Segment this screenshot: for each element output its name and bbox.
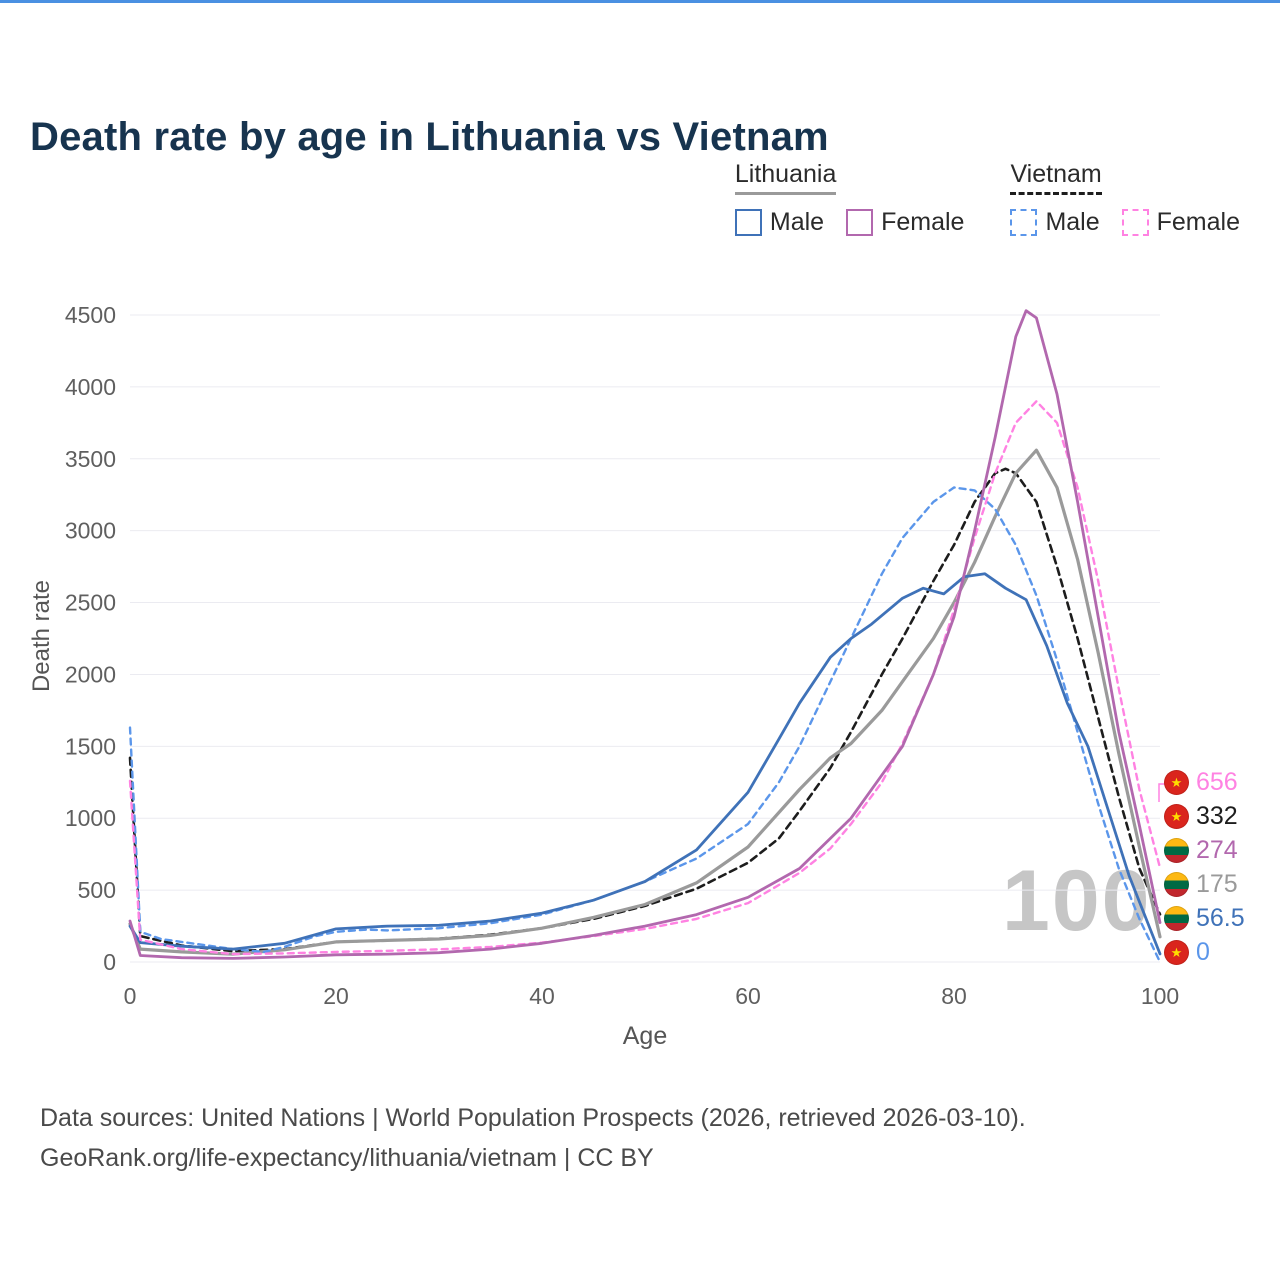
endpoint-labels-panel: ★ 656 ★ 332 274 175 56.5 ★ 0 xyxy=(1164,768,1245,966)
series-lt_male xyxy=(128,572,1162,956)
y-tick-label: 0 xyxy=(103,949,116,975)
legend-item-vietnam-male[interactable]: Male xyxy=(1010,208,1100,237)
endpoint-value: 332 xyxy=(1196,802,1238,830)
y-tick-label: 500 xyxy=(78,877,116,903)
legend-label-vietnam-female: Female xyxy=(1156,208,1240,236)
endpoint-value: 656 xyxy=(1196,768,1238,796)
legend-items-vietnam: Male Female xyxy=(1010,208,1240,237)
series-lt_female xyxy=(128,309,1162,960)
legend-item-lithuania-female[interactable]: Female xyxy=(846,208,964,237)
lithuania-male-line-swatch-icon xyxy=(734,209,762,236)
y-tick-label: 2500 xyxy=(65,590,116,616)
lithuania-flag-icon xyxy=(1164,838,1189,863)
endpoint-label-row: 56.5 xyxy=(1164,904,1245,932)
legend-label-lithuania-male: Male xyxy=(769,208,825,236)
legend-group-lithuania: Lithuania Male Female xyxy=(734,160,964,237)
x-tick-label: 40 xyxy=(529,983,555,1009)
hover-age-watermark: 100 xyxy=(1002,853,1152,949)
x-tick-label: 100 xyxy=(1141,983,1179,1009)
x-tick-label: 80 xyxy=(941,983,967,1009)
endpoint-value: 175 xyxy=(1196,870,1238,898)
attribution-line: GeoRank.org/life-expectancy/lithuania/vi… xyxy=(40,1144,654,1172)
endpoint-label-row: ★ 0 xyxy=(1164,938,1245,966)
y-tick-label: 3000 xyxy=(65,518,116,544)
legend-item-vietnam-female[interactable]: Female xyxy=(1121,208,1240,237)
legend-title-vietnam[interactable]: Vietnam xyxy=(1010,160,1102,195)
vietnam-flag-icon: ★ xyxy=(1164,804,1189,829)
y-tick-label: 2000 xyxy=(65,661,116,687)
footer: Data sources: United Nations | World Pop… xyxy=(40,1098,1026,1178)
y-tick-label: 3500 xyxy=(65,446,116,472)
series-vn_male xyxy=(128,486,1162,964)
vietnam-flag-icon: ★ xyxy=(1164,770,1189,795)
vietnam-flag-icon: ★ xyxy=(1164,940,1189,965)
endpoint-value: 0 xyxy=(1196,938,1210,966)
x-tick-label: 20 xyxy=(323,983,349,1009)
series-vn_female xyxy=(128,400,1162,956)
endpoint-label-row: ★ 332 xyxy=(1164,802,1245,830)
data-sources-line: Data sources: United Nations | World Pop… xyxy=(40,1104,1026,1132)
endpoint-label-row: 175 xyxy=(1164,870,1245,898)
vietnam-female-line-swatch-icon xyxy=(1121,209,1149,236)
endpoint-value: 274 xyxy=(1196,836,1238,864)
x-tick-label: 0 xyxy=(124,983,137,1009)
y-tick-label: 4500 xyxy=(65,302,116,328)
endpoint-label-row: 274 xyxy=(1164,836,1245,864)
x-axis-title: Age xyxy=(622,1022,668,1050)
legend-group-vietnam: Vietnam Male Female xyxy=(1010,160,1240,237)
y-tick-label: 4000 xyxy=(65,374,116,400)
x-tick-label: 60 xyxy=(735,983,761,1009)
legend-label-vietnam-male: Male xyxy=(1045,208,1100,236)
lithuania-female-line-swatch-icon xyxy=(846,209,874,236)
accent-top-bar xyxy=(0,0,1280,3)
lithuania-flag-icon xyxy=(1164,906,1189,931)
page-title: Death rate by age in Lithuania vs Vietna… xyxy=(30,114,829,159)
endpoint-label-row: ★ 656 xyxy=(1164,768,1245,796)
lithuania-flag-icon xyxy=(1164,872,1189,897)
series-lt_all xyxy=(128,448,1162,956)
series-vn_all xyxy=(128,467,1162,953)
y-tick-label: 1500 xyxy=(65,733,116,759)
legend-item-lithuania-male[interactable]: Male xyxy=(734,208,825,237)
endpoint-value: 56.5 xyxy=(1196,904,1245,932)
legend-items-lithuania: Male Female xyxy=(734,208,964,237)
vietnam-male-line-swatch-icon xyxy=(1010,209,1038,236)
y-axis-title: Death rate xyxy=(28,579,55,693)
y-tick-label: 1000 xyxy=(65,805,116,831)
legend: Lithuania Male Female Vietnam Male Femal… xyxy=(734,160,1240,237)
legend-title-lithuania[interactable]: Lithuania xyxy=(734,160,837,195)
legend-label-lithuania-female: Female xyxy=(881,208,965,236)
